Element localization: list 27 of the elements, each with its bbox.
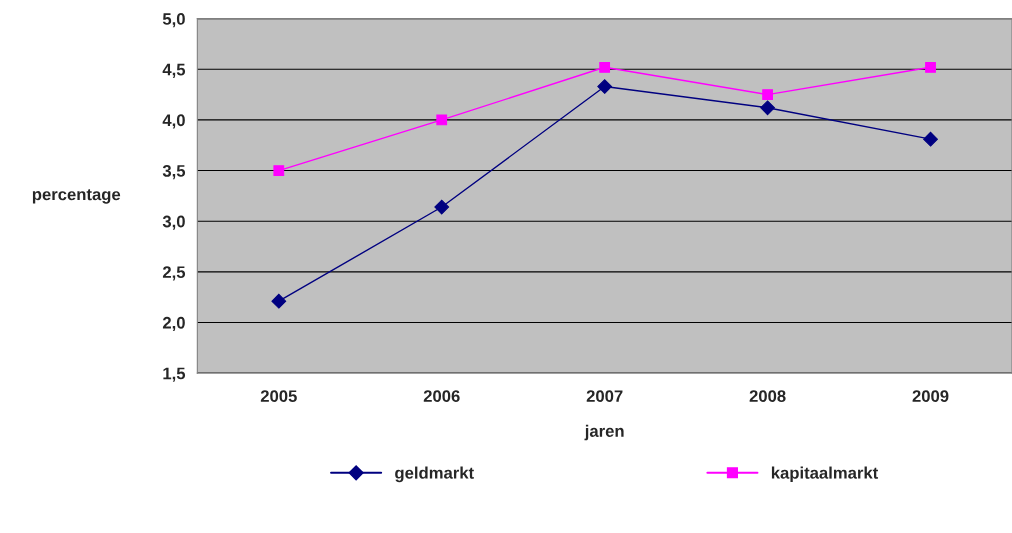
x-tick-label: 2006 bbox=[423, 390, 460, 403]
x-tick-label: 2005 bbox=[260, 390, 297, 403]
point bbox=[923, 131, 938, 147]
point bbox=[760, 100, 775, 116]
y-tick-label: 1,5 bbox=[163, 367, 186, 382]
point bbox=[599, 61, 611, 73]
y-tick-label: 3,0 bbox=[162, 215, 185, 230]
point bbox=[597, 79, 613, 94]
point bbox=[925, 61, 936, 73]
y-axis-title: percentage bbox=[32, 189, 121, 204]
y-tick-label: 2,0 bbox=[162, 316, 185, 332]
x-axis-title: jaren bbox=[584, 424, 624, 441]
point bbox=[762, 89, 773, 100]
point bbox=[273, 165, 285, 176]
legend-label: geldmarkt bbox=[395, 466, 474, 483]
x-tick-label: 2007 bbox=[586, 390, 623, 403]
x-tick-label: 2009 bbox=[912, 390, 949, 403]
y-tick-label: 5,0 bbox=[162, 13, 185, 28]
y-tick-label: 4,5 bbox=[162, 63, 186, 78]
point bbox=[271, 293, 287, 309]
y-tick-label: 2,5 bbox=[162, 266, 186, 281]
legend-label: kapitaalmarkt bbox=[771, 466, 879, 483]
y-tick-label: 4,0 bbox=[162, 114, 185, 129]
point bbox=[436, 114, 448, 126]
point bbox=[434, 199, 450, 215]
x-tick-label: 2008 bbox=[749, 390, 786, 403]
y-tick-label: 3,5 bbox=[162, 164, 186, 180]
